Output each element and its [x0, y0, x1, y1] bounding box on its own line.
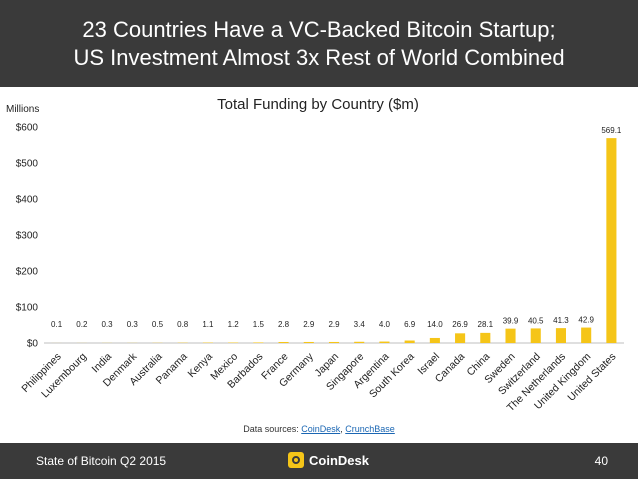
y-tick-label: $100 [16, 303, 39, 314]
bar [606, 138, 617, 343]
y-tick-label: $300 [16, 231, 39, 242]
bar [354, 341, 365, 343]
value-label: 0.1 [51, 320, 63, 329]
bar [455, 333, 466, 343]
value-label: 3.4 [354, 320, 366, 329]
bar [278, 341, 289, 343]
value-label: 26.9 [452, 320, 468, 329]
data-sources-separator: , [340, 424, 346, 434]
crunchbase-link[interactable]: CrunchBase [345, 424, 395, 434]
slide-title-line-1: 23 Countries Have a VC-Backed Bitcoin St… [82, 16, 556, 42]
value-label: 0.8 [177, 320, 189, 329]
coindesk-logo-text: CoinDesk [309, 452, 369, 468]
coindesk-link[interactable]: CoinDesk [301, 424, 341, 434]
coindesk-logo: CoinDesk [288, 452, 369, 468]
value-label: 0.5 [152, 320, 164, 329]
value-label: 2.9 [328, 320, 340, 329]
page-number: 40 [594, 454, 608, 468]
value-label: 14.0 [427, 320, 443, 329]
slide-footer: State of Bitcoin Q2 2015 CoinDesk 40 [0, 443, 638, 479]
y-axis-label: Millions [6, 104, 39, 115]
y-tick-label: $600 [16, 123, 39, 134]
bars [51, 138, 617, 343]
y-axis-ticks: $0 $100 $200 $300 $400 $500 $600 [16, 123, 39, 350]
bar [253, 342, 264, 343]
chart-title: Total Funding by Country ($m) [217, 96, 419, 113]
bar [379, 341, 390, 343]
value-label: 569.1 [601, 126, 622, 135]
value-label: 2.9 [303, 320, 315, 329]
value-label: 6.9 [404, 320, 416, 329]
coindesk-logo-icon [288, 452, 304, 468]
funding-bar-chart: Total Funding by Country ($m) Millions $… [6, 96, 624, 414]
y-tick-label: $400 [16, 195, 39, 206]
value-labels: 0.1 0.2 0.3 0.3 0.5 0.8 1.1 1.2 1.5 2.8 2.9 2.9 3.4 4… [51, 126, 622, 329]
value-label: 0.2 [76, 320, 88, 329]
value-label: 39.9 [503, 317, 519, 326]
bar [555, 328, 566, 343]
value-label: 42.9 [578, 316, 594, 325]
data-sources: Data sources: CoinDesk, CrunchBase [0, 424, 638, 434]
data-sources-prefix: Data sources: [243, 424, 302, 434]
value-label: 0.3 [101, 320, 113, 329]
bar [480, 332, 491, 343]
value-label: 41.3 [553, 316, 569, 325]
bar [404, 340, 415, 343]
bar [505, 328, 516, 343]
y-tick-label: $500 [16, 159, 39, 170]
value-label: 4.0 [379, 320, 391, 329]
slide-title-line-2: US Investment Almost 3x Rest of World Co… [73, 44, 565, 70]
value-label: 28.1 [478, 320, 494, 329]
value-label: 0.3 [127, 320, 139, 329]
y-tick-label: $200 [16, 267, 39, 278]
value-label: 1.1 [202, 320, 214, 329]
bar [429, 337, 440, 343]
value-label: 40.5 [528, 316, 544, 325]
value-label: 2.8 [278, 320, 290, 329]
footer-report-title: State of Bitcoin Q2 2015 [36, 454, 167, 468]
value-label: 1.5 [253, 320, 265, 329]
bar [328, 341, 340, 343]
bar [303, 341, 314, 343]
value-label: 1.2 [228, 320, 240, 329]
bar [581, 327, 592, 343]
slide-header: 23 Countries Have a VC-Backed Bitcoin St… [0, 0, 638, 87]
bar [530, 328, 541, 343]
y-tick-label: $0 [27, 339, 39, 350]
